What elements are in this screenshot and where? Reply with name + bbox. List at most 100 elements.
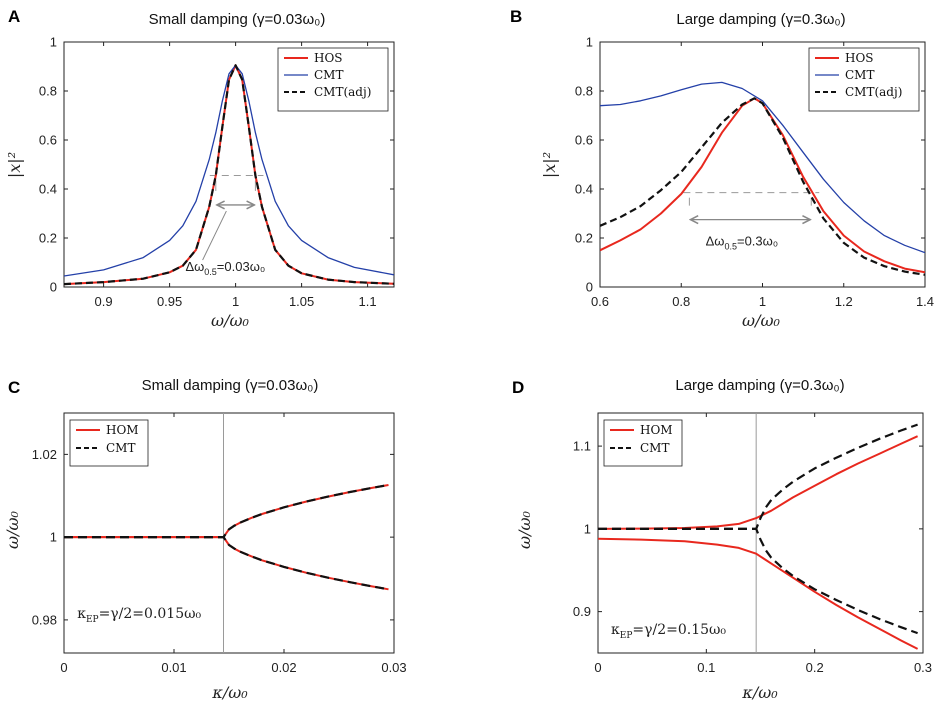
legend-label: CMT(adj) <box>845 85 902 99</box>
x-tick-label: 0.6 <box>591 294 609 309</box>
series-cmt <box>600 81 925 254</box>
x-tick-label: 1 <box>232 294 239 309</box>
y-tick-label: 0.4 <box>575 182 593 197</box>
panel-title-c: Small damping (γ=0.03ω₀) <box>142 377 319 394</box>
panel-c: C Small damping (γ=0.03ω₀) κ/ω₀ ω/ω₀ 0 0.… <box>3 377 407 702</box>
legend-label: HOM <box>640 423 673 437</box>
series-hom-upper <box>64 484 389 539</box>
annotation-label: Δω0.5=0.3ω₀ <box>706 233 779 251</box>
x-tick-label: 1.1 <box>359 294 377 309</box>
legend: HOM CMT <box>603 419 683 467</box>
y-tick-label: 1 <box>586 35 593 50</box>
x-tick-label: 0.9 <box>95 294 113 309</box>
series-hos <box>600 97 925 274</box>
series-cmt-upper <box>64 483 389 539</box>
axes-frame <box>63 41 395 288</box>
panel-title-d: Large damping (γ=0.3ω₀) <box>675 377 844 394</box>
x-tick-label: 0 <box>594 660 601 675</box>
axes-frame <box>597 412 924 654</box>
legend-label: HOS <box>314 51 343 65</box>
annotation-label: κEP=γ/2=0.015ω₀ <box>77 606 201 625</box>
legend-label: CMT(adj) <box>314 85 371 99</box>
y-tick-label: 0.6 <box>39 133 57 148</box>
panel-d: D Large damping (γ=0.3ω₀) κ/ω₀ ω/ω₀ 0 0.1… <box>512 377 932 702</box>
series-hom-upper <box>598 435 919 530</box>
x-axis-label-a: ω/ω₀ <box>211 311 249 330</box>
y-tick-label: 0.2 <box>575 231 593 246</box>
x-tick-label: 1.05 <box>289 294 314 309</box>
y-tick-label: 1 <box>584 521 591 536</box>
y-tick-label: 1 <box>50 530 57 545</box>
annotation-pointer <box>202 210 227 261</box>
panel-letter-b: B <box>510 7 522 26</box>
legend-label: CMT <box>106 441 135 455</box>
series-cmtadj <box>64 64 394 286</box>
y-tick-label: 1 <box>50 35 57 50</box>
legend-label: HOM <box>106 423 139 437</box>
x-tick-label: 0.1 <box>697 660 715 675</box>
panel-b: B Large damping (γ=0.3ω₀) ω/ω₀ |x|² 0.6 0… <box>510 7 934 330</box>
panel-title-b: Large damping (γ=0.3ω₀) <box>676 11 845 28</box>
y-tick-label: 0 <box>50 280 57 295</box>
panel-title-a: Small damping (γ=0.03ω₀) <box>149 11 326 28</box>
annotation-label: κEP=γ/2=0.15ω₀ <box>611 622 726 641</box>
legend: HOS CMT CMT(adj) <box>808 47 920 112</box>
y-tick-label: 0 <box>586 280 593 295</box>
series-hom-lower <box>598 537 919 650</box>
y-axis-label-b: |x|² <box>540 152 559 178</box>
y-tick-label: 1.02 <box>32 447 57 462</box>
y-tick-label: 1.1 <box>573 439 591 454</box>
plot-area-c: 0 0.01 0.02 0.03 0.98 1 1.02 κEP=γ/2=0.015ω₀ HOM… <box>32 412 407 675</box>
series-cmtadj <box>600 97 925 276</box>
series-group <box>598 413 919 653</box>
legend-box <box>603 419 683 467</box>
axes-frame <box>63 412 395 654</box>
plot-area-a: 0.9 0.95 1 1.05 1.1 0 0.2 0.4 0.6 0.8 1 Δω0.5=0.03ω… <box>39 35 395 309</box>
y-tick-label: 0.6 <box>575 133 593 148</box>
series-hom-lower <box>64 536 389 591</box>
x-tick-label: 0 <box>60 660 67 675</box>
x-tick-label: 0.95 <box>157 294 182 309</box>
y-tick-label: 0.9 <box>573 604 591 619</box>
x-tick-label: 1.4 <box>916 294 934 309</box>
x-axis-label-d: κ/ω₀ <box>741 683 778 702</box>
series-cmt-lower <box>64 536 389 591</box>
series-group <box>64 64 394 286</box>
y-tick-label: 0.8 <box>575 84 593 99</box>
x-tick-label: 0.01 <box>161 660 186 675</box>
panel-letter-d: D <box>512 378 524 397</box>
legend: HOS CMT CMT(adj) <box>277 47 389 112</box>
legend: HOM CMT <box>69 419 149 467</box>
legend-label: HOS <box>845 51 874 65</box>
series-cmt-upper <box>598 423 918 530</box>
x-tick-label: 0.2 <box>806 660 824 675</box>
y-axis-label-c: ω/ω₀ <box>3 510 22 548</box>
legend-label: CMT <box>640 441 669 455</box>
plot-area-b: 0.6 0.8 1 1.2 1.4 0 0.2 0.4 0.6 0.8 1 Δω0.5=0.3ω₀ HO… <box>575 35 934 310</box>
y-axis-label-a: |x|² <box>5 152 24 178</box>
panel-letter-c: C <box>8 378 20 397</box>
plot-area-d: 0 0.1 0.2 0.3 0.9 1 1.1 κEP=γ/2=0.15ω₀ HOM CMT <box>573 412 932 675</box>
x-axis-label-b: ω/ω₀ <box>742 311 780 330</box>
series-cmt-lower <box>598 527 918 635</box>
y-axis-label-d: ω/ω₀ <box>515 510 534 548</box>
x-tick-label: 0.03 <box>381 660 406 675</box>
x-tick-label: 1.2 <box>835 294 853 309</box>
y-tick-label: 0.8 <box>39 84 57 99</box>
x-axis-label-c: κ/ω₀ <box>211 683 248 702</box>
legend-box <box>69 419 149 467</box>
y-tick-label: 0.2 <box>39 231 57 246</box>
panel-a: A Small damping (γ=0.03ω₀) ω/ω₀ |x|² 0.9… <box>5 7 395 330</box>
panel-letter-a: A <box>8 7 20 26</box>
x-tick-label: 0.3 <box>914 660 932 675</box>
x-tick-label: 0.02 <box>271 660 296 675</box>
legend-label: CMT <box>845 68 874 82</box>
legend-label: CMT <box>314 68 343 82</box>
annotation-label: Δω0.5=0.03ω₀ <box>185 259 265 277</box>
x-tick-label: 0.8 <box>672 294 690 309</box>
x-tick-label: 1 <box>759 294 766 309</box>
series-group <box>600 81 925 276</box>
y-tick-label: 0.98 <box>32 612 57 627</box>
y-tick-label: 0.4 <box>39 182 57 197</box>
